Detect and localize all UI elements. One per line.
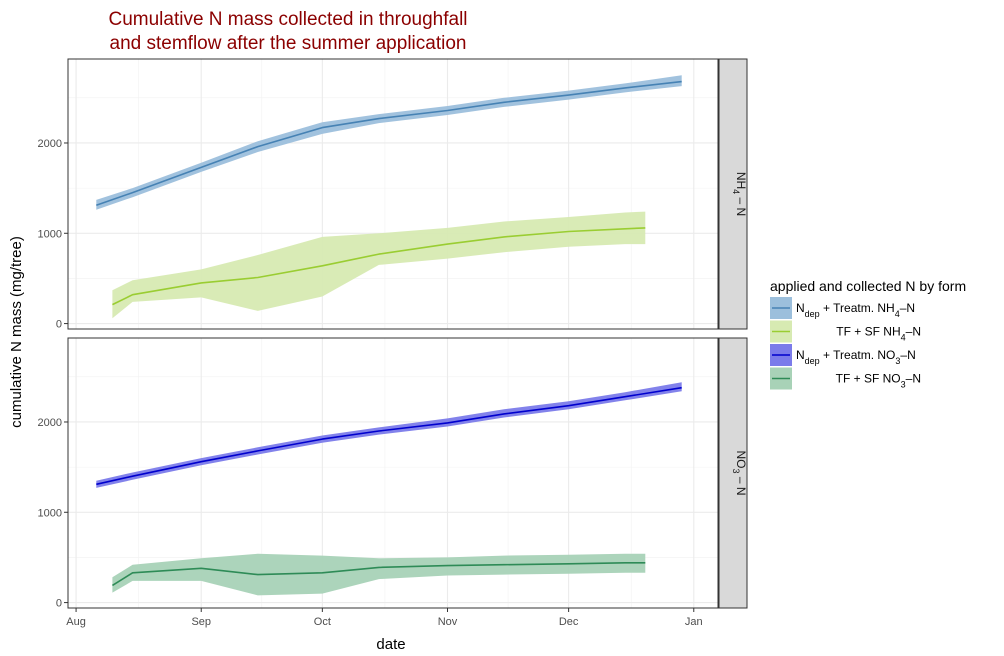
x-axis: Aug Sep Oct Nov Dec Jan xyxy=(66,608,703,628)
x-tick-label: Oct xyxy=(314,616,331,628)
chart-title: Cumulative N mass collected in throughfa… xyxy=(108,9,467,54)
facet-strip xyxy=(718,58,748,330)
y-tick-label: 2000 xyxy=(38,138,62,150)
legend-label-dep_nh4: Ndep + Treatm. NH4–N xyxy=(796,301,915,319)
y-tick-label: 1000 xyxy=(38,228,62,240)
ribbon-tf_nh4 xyxy=(112,211,646,319)
chart-title-line-1: Cumulative N mass collected in throughfa… xyxy=(108,9,467,30)
facet-strip-label: NH4 – N xyxy=(731,172,748,216)
panel-no3: 0 1000 2000 NO3 – N xyxy=(38,337,748,610)
line-dep_nh4 xyxy=(96,80,682,207)
x-tick-label: Aug xyxy=(66,616,86,628)
y-tick-label: 0 xyxy=(56,598,62,610)
legend-label-tf_no3: TF + SF NO3–N xyxy=(836,372,921,390)
x-tick-label: Sep xyxy=(191,616,211,628)
x-tick-label: Nov xyxy=(438,616,458,628)
chart-title-line-2: and stemflow after the summer applicatio… xyxy=(110,33,467,54)
panel-nh4: 0 1000 2000 NH4 – N xyxy=(38,58,748,331)
legend: applied and collected N by form Ndep + T… xyxy=(770,278,966,390)
y-axis-title: cumulative N mass (mg/tree) xyxy=(8,236,25,428)
ribbon-dep_no3 xyxy=(96,382,682,488)
facet-strip-label: NO3 – N xyxy=(731,450,748,495)
line-tf_nh4 xyxy=(112,227,646,306)
legend-title: applied and collected N by form xyxy=(770,278,966,294)
legend-label-tf_nh4: TF + SF NH4–N xyxy=(836,325,921,343)
x-axis-title: date xyxy=(376,636,405,653)
legend-label-dep_no3: Ndep + Treatm. NO3–N xyxy=(796,348,916,366)
y-tick-label: 0 xyxy=(56,319,62,331)
line-tf_no3 xyxy=(111,561,646,587)
x-tick-label: Dec xyxy=(559,616,579,628)
panel-border xyxy=(67,58,719,330)
panel-border xyxy=(67,337,719,609)
x-tick-label: Jan xyxy=(685,616,703,628)
y-tick-label: 2000 xyxy=(38,417,62,429)
facet-strip xyxy=(718,337,748,609)
line-dep_no3 xyxy=(96,386,682,486)
y-tick-label: 1000 xyxy=(38,507,62,519)
